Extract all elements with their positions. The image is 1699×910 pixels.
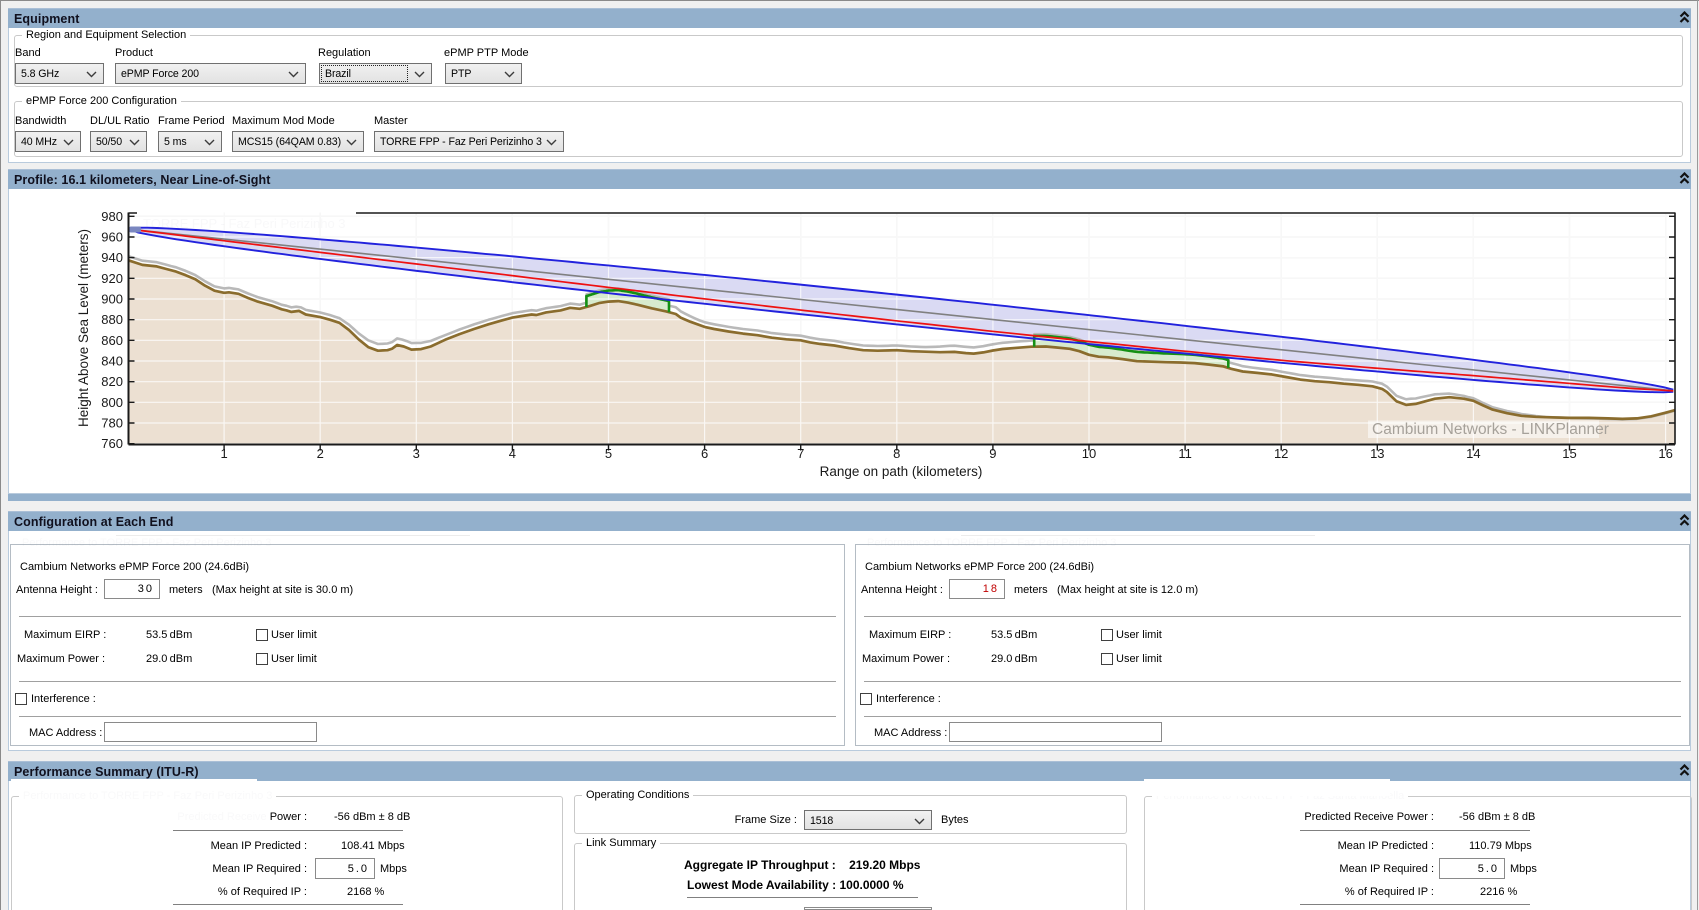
svg-text:Range on path (kilometers): Range on path (kilometers) xyxy=(820,464,983,479)
svg-text:820: 820 xyxy=(101,374,123,389)
svg-text:TORRE FPP - Faz Peri Perizinho: TORRE FPP - Faz Peri Perizinho 3 xyxy=(143,216,346,231)
svg-text:780: 780 xyxy=(101,416,123,431)
svg-text:840: 840 xyxy=(101,354,123,369)
svg-text:940: 940 xyxy=(101,250,123,265)
svg-text:800: 800 xyxy=(101,395,123,410)
svg-text:6: 6 xyxy=(701,446,708,461)
svg-text:4: 4 xyxy=(509,446,516,461)
svg-text:12: 12 xyxy=(1274,446,1288,461)
svg-text:760: 760 xyxy=(101,436,123,451)
svg-text:13: 13 xyxy=(1370,446,1384,461)
svg-text:9: 9 xyxy=(989,446,996,461)
svg-text:15: 15 xyxy=(1562,446,1576,461)
svg-text:14: 14 xyxy=(1466,446,1480,461)
svg-text:980: 980 xyxy=(101,209,123,224)
svg-text:10: 10 xyxy=(1082,446,1096,461)
svg-text:Height Above Sea Level (meters: Height Above Sea Level (meters) xyxy=(76,229,91,427)
svg-text:11: 11 xyxy=(1178,446,1192,461)
svg-text:8: 8 xyxy=(893,446,900,461)
svg-text:3: 3 xyxy=(413,446,420,461)
svg-text:920: 920 xyxy=(101,271,123,286)
svg-text:Cambium Networks - LINKPlanner: Cambium Networks - LINKPlanner xyxy=(1372,421,1609,438)
svg-text:2: 2 xyxy=(317,446,324,461)
svg-text:860: 860 xyxy=(101,333,123,348)
svg-text:7: 7 xyxy=(797,446,804,461)
svg-text:1: 1 xyxy=(220,446,227,461)
svg-text:960: 960 xyxy=(101,230,123,245)
svg-text:16: 16 xyxy=(1658,446,1672,461)
svg-text:880: 880 xyxy=(101,312,123,327)
svg-text:5: 5 xyxy=(605,446,612,461)
svg-text:900: 900 xyxy=(101,292,123,307)
